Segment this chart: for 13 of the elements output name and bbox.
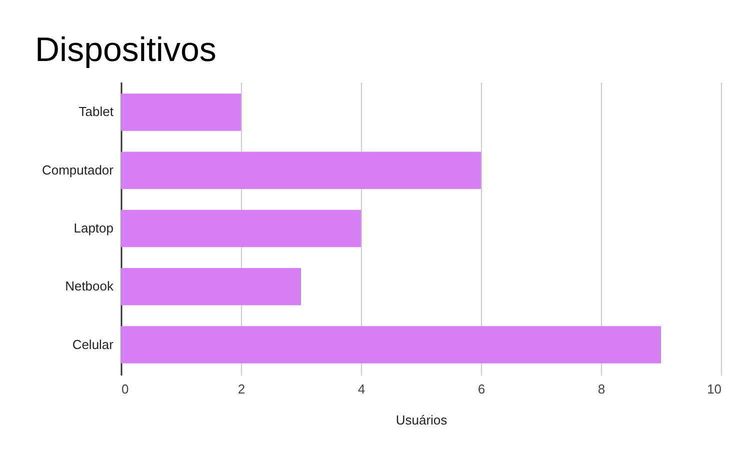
x-axis-title: Usuários — [396, 412, 448, 428]
y-tick-label: Laptop — [74, 220, 114, 236]
x-tick-label: 4 — [358, 382, 366, 396]
x-tick-label: 0 — [122, 382, 129, 396]
y-tick-label: Tablet — [78, 104, 114, 120]
y-tick-label: Computador — [42, 162, 114, 178]
y-tick-label: Netbook — [65, 278, 114, 294]
x-tick-label: 2 — [238, 382, 246, 396]
y-tick-label: Celular — [72, 336, 114, 352]
chart-title: Dispositivos — [35, 31, 216, 69]
x-tick-label: 6 — [478, 382, 486, 396]
x-tick-label: 10 — [707, 382, 722, 396]
x-tick-label: 8 — [598, 382, 606, 396]
